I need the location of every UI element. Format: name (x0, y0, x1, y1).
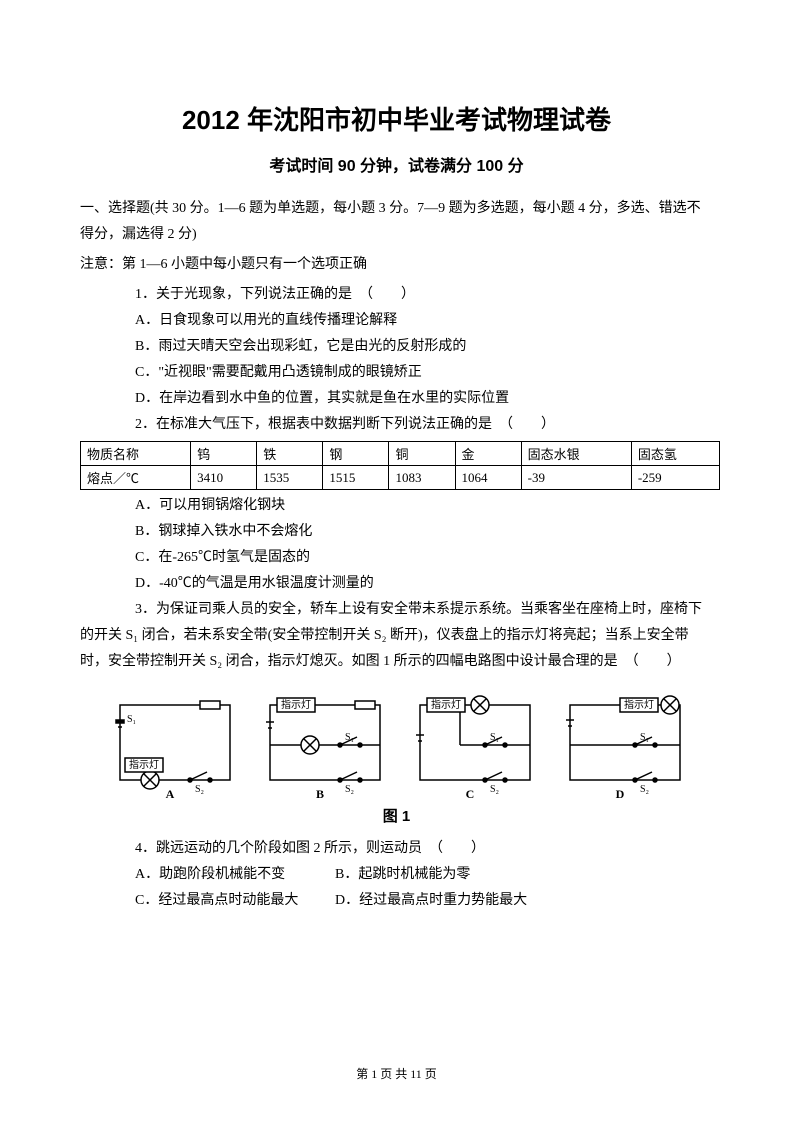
svg-text:指示灯: 指示灯 (624, 698, 654, 711)
table-row: 熔点／℃ 3410 1535 1515 1083 1064 -39 -259 (81, 466, 720, 490)
question-4: 4．跳远运动的几个阶段如图 2 所示，则运动员 （ ） A．助跑阶段机械能不变 … (80, 836, 713, 914)
page-footer: 第 1 页 共 11 页 (0, 1065, 793, 1082)
q3-stem: 3．为保证司乘人员的安全，轿车上设有安全带未系提示系统。当乘客坐在座椅上时，座椅… (80, 597, 713, 675)
table-cell: 3410 (191, 466, 257, 490)
svg-text:S₁: S₁ (345, 732, 354, 743)
svg-text:S₂: S₂ (345, 784, 354, 795)
q2-option-c: C．在-265℃时氢气是固态的 (80, 545, 713, 571)
table-cell: 熔点／℃ (81, 466, 191, 490)
q1-option-c: C．"近视眼"需要配戴用凸透镜制成的眼镜矫正 (80, 360, 713, 386)
table-cell: 钢 (323, 442, 389, 466)
q1-option-a: A．日食现象可以用光的直线传播理论解释 (80, 308, 713, 334)
table-cell: 1083 (389, 466, 455, 490)
svg-text:指示灯: 指示灯 (129, 758, 159, 771)
svg-text:S₁: S₁ (640, 732, 649, 743)
svg-text:S₂: S₂ (195, 784, 204, 795)
table-cell: 1064 (455, 466, 521, 490)
circuit-b: 指示灯 S₁ S₂ B (255, 690, 395, 800)
q2-option-d: D．-40℃的气温是用水银温度计测量的 (80, 571, 713, 597)
table-cell: 铁 (257, 442, 323, 466)
q1-option-d: D．在岸边看到水中鱼的位置，其实就是鱼在水里的实际位置 (80, 386, 713, 412)
q4-option-b: B．起跳时机械能为零 (335, 862, 470, 888)
table-cell: 金 (455, 442, 521, 466)
table-cell: 1535 (257, 466, 323, 490)
q1-option-b: B．雨过天晴天空会出现彩虹，它是由光的反射形成的 (80, 334, 713, 360)
svg-text:S₂: S₂ (640, 784, 649, 795)
q4-option-d: D．经过最高点时重力势能最大 (335, 888, 527, 914)
question-3: 3．为保证司乘人员的安全，轿车上设有安全带未系提示系统。当乘客坐在座椅上时，座椅… (80, 597, 713, 675)
svg-text:S₁: S₁ (127, 714, 136, 725)
svg-text:B: B (316, 787, 324, 800)
svg-text:S₁: S₁ (490, 732, 499, 743)
svg-text:指示灯: 指示灯 (281, 698, 311, 711)
q2-option-b: B．钢球掉入铁水中不会熔化 (80, 519, 713, 545)
q4-option-a: A．助跑阶段机械能不变 (135, 862, 335, 888)
q1-stem: 1．关于光现象，下列说法正确的是 （ ） (80, 282, 713, 308)
q4-option-c: C．经过最高点时动能最大 (135, 888, 335, 914)
svg-text:指示灯: 指示灯 (431, 698, 461, 711)
table-cell: -39 (521, 466, 631, 490)
table-cell: 1515 (323, 466, 389, 490)
table-cell: 固态氢 (631, 442, 719, 466)
circuit-a: S₁ 指示灯 S₂ A (105, 690, 245, 800)
circuit-d: 指示灯 S₁ S₂ D (555, 690, 695, 800)
q2-stem: 2．在标准大气压下，根据表中数据判断下列说法正确的是 （ ） (80, 412, 713, 438)
table-cell: 铜 (389, 442, 455, 466)
circuit-c: 指示灯 S₁ S₂ C (405, 690, 545, 800)
table-cell: 物质名称 (81, 442, 191, 466)
q4-stem: 4．跳远运动的几个阶段如图 2 所示，则运动员 （ ） (80, 836, 713, 862)
question-1: 1．关于光现象，下列说法正确的是 （ ） A．日食现象可以用光的直线传播理论解释… (80, 282, 713, 412)
figure-1-circuits: S₁ 指示灯 S₂ A 指示灯 (100, 690, 700, 800)
table-cell: -259 (631, 466, 719, 490)
svg-text:D: D (616, 787, 625, 800)
question-2: 2．在标准大气压下，根据表中数据判断下列说法正确的是 （ ） (80, 412, 713, 438)
sub-title: 考试时间 90 分钟，试卷满分 100 分 (80, 152, 713, 176)
svg-text:C: C (466, 787, 475, 800)
section-1-header: 一、选择题(共 30 分。1—6 题为单选题，每小题 3 分。7—9 题为多选题… (80, 196, 713, 248)
svg-text:S₂: S₂ (490, 784, 499, 795)
melting-point-table: 物质名称 钨 铁 钢 铜 金 固态水银 固态氢 熔点／℃ 3410 1535 1… (80, 441, 720, 490)
figure-1-caption: 图 1 (80, 805, 713, 826)
svg-text:A: A (166, 787, 175, 800)
main-title: 2012 年沈阳市初中毕业考试物理试卷 (80, 100, 713, 137)
question-2-options: A．可以用铜锅熔化钢块 B．钢球掉入铁水中不会熔化 C．在-265℃时氢气是固态… (80, 493, 713, 597)
note: 注意：第 1—6 小题中每小题只有一个选项正确 (80, 252, 713, 278)
table-cell: 钨 (191, 442, 257, 466)
table-row: 物质名称 钨 铁 钢 铜 金 固态水银 固态氢 (81, 442, 720, 466)
table-cell: 固态水银 (521, 442, 631, 466)
q2-option-a: A．可以用铜锅熔化钢块 (80, 493, 713, 519)
